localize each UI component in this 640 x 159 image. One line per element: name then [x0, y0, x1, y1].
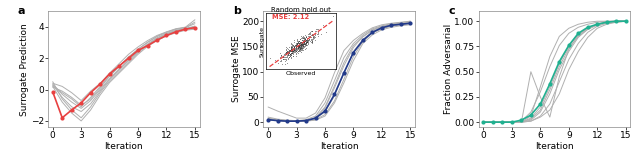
- Y-axis label: Fraction Adversarial: Fraction Adversarial: [444, 24, 453, 114]
- Y-axis label: Surrogate Prediction: Surrogate Prediction: [20, 23, 29, 116]
- Text: c: c: [449, 7, 455, 17]
- Text: a: a: [18, 7, 25, 17]
- Y-axis label: Surrogate MSE: Surrogate MSE: [232, 36, 241, 103]
- Text: b: b: [233, 7, 241, 17]
- X-axis label: Iteration: Iteration: [320, 142, 358, 151]
- X-axis label: Iteration: Iteration: [535, 142, 574, 151]
- X-axis label: Iteration: Iteration: [104, 142, 143, 151]
